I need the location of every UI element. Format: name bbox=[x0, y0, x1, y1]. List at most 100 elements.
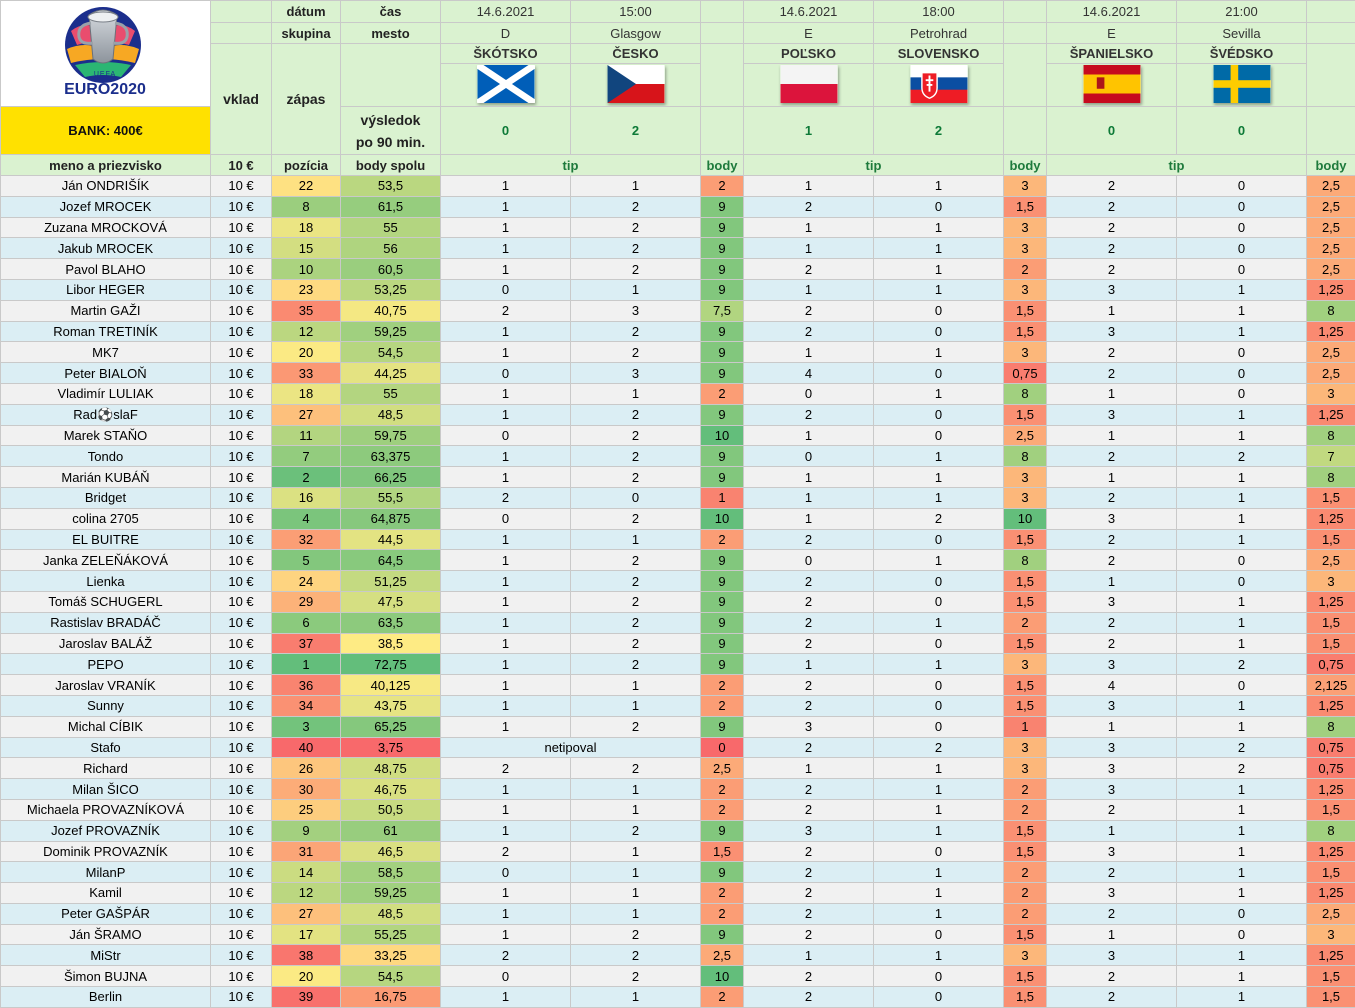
player-position: 1 bbox=[271, 653, 341, 676]
match3-away-tip: 1 bbox=[1176, 840, 1307, 863]
table-row: Michal CÍBIK 10 €3 65,25 1 2 9 3 0 1 1 1 8 bbox=[0, 715, 1355, 738]
match3-points: 1,25 bbox=[1306, 694, 1355, 717]
player-position: 6 bbox=[271, 611, 341, 634]
match1-away-tip: 2 bbox=[570, 424, 701, 447]
match3-away-tip: 0 bbox=[1176, 341, 1307, 364]
match1-points: 2 bbox=[700, 694, 744, 717]
player-name: PEPO bbox=[0, 653, 211, 676]
match2-points: 1,5 bbox=[1003, 840, 1047, 863]
match3-home-flag-cell bbox=[1046, 63, 1177, 107]
match2-home-tip: 0 bbox=[743, 445, 874, 468]
match3-home-tip: 2 bbox=[1046, 611, 1177, 634]
match3-away-tip: 1 bbox=[1176, 882, 1307, 904]
player-total-points: 59,25 bbox=[340, 882, 441, 904]
match1-home-tip: 1 bbox=[440, 382, 571, 405]
match3-away-tip: 1 bbox=[1176, 819, 1307, 842]
match1-home-tip: 1 bbox=[440, 195, 571, 218]
match3-away-tip: 1 bbox=[1176, 986, 1307, 1008]
match2-points: 3 bbox=[1003, 237, 1047, 260]
match3-points: 1,5 bbox=[1306, 798, 1355, 821]
player-stake: 10 € bbox=[210, 403, 272, 426]
player-name: Lienka bbox=[0, 570, 211, 592]
player-total-points: 60,5 bbox=[340, 258, 441, 280]
player-position: 5 bbox=[271, 549, 341, 572]
match1-home-tip: 1 bbox=[440, 902, 571, 925]
match2-away-tip: 0 bbox=[873, 528, 1004, 551]
player-total-points: 55 bbox=[340, 382, 441, 405]
match1-home-tip: 0 bbox=[440, 278, 571, 301]
player-rows: Ján ONDRIŠÍK 10 €22 53,5 1 1 2 1 1 3 2 0 2,5 Jozef M… bbox=[0, 175, 1355, 1008]
match3-home-tip: 3 bbox=[1046, 757, 1177, 780]
match1-points: 9 bbox=[700, 923, 744, 946]
empty-header-cell bbox=[340, 43, 441, 107]
match2-points: 1,5 bbox=[1003, 195, 1047, 218]
match1-away-tip: 2 bbox=[570, 611, 701, 634]
match2-away-tip: 0 bbox=[873, 424, 1004, 447]
player-name: MK7 bbox=[0, 341, 211, 364]
player-total-points: 56 bbox=[340, 237, 441, 260]
match2-home-tip: 2 bbox=[743, 861, 874, 884]
trophy-icon bbox=[65, 7, 141, 83]
player-name: Sunny bbox=[0, 694, 211, 717]
player-position: 20 bbox=[271, 341, 341, 364]
match2-home-tip: 2 bbox=[743, 632, 874, 655]
match1-points: 9 bbox=[700, 216, 744, 239]
match3-points-header: body bbox=[1306, 154, 1355, 176]
player-total-points: 55,25 bbox=[340, 923, 441, 946]
match3-points: 2,5 bbox=[1306, 362, 1355, 384]
match1-away-tip: 2 bbox=[570, 445, 701, 468]
match3-home-tip: 2 bbox=[1046, 195, 1177, 218]
match1-home-tip: 1 bbox=[440, 923, 571, 946]
match2-away-tip: 0 bbox=[873, 195, 1004, 218]
match3-home-tip: 2 bbox=[1046, 362, 1177, 384]
match3-away-team: ŠVÉDSKO bbox=[1176, 43, 1307, 64]
match1-home-tip: 1 bbox=[440, 341, 571, 364]
match2-away-tip: 1 bbox=[873, 549, 1004, 572]
table-row: Zuzana MROCKOVÁ 10 €18 55 1 2 9 1 1 3 2 0 2,5 bbox=[0, 216, 1355, 239]
player-name: Peter GAŠPÁR bbox=[0, 902, 211, 925]
match2-points: 1,5 bbox=[1003, 694, 1047, 717]
player-position: 35 bbox=[271, 299, 341, 322]
table-row: Rastislav BRADÁČ 10 €6 63,5 1 2 9 2 1 2 2 1 1,5 bbox=[0, 611, 1355, 634]
player-total-points: 46,75 bbox=[340, 778, 441, 800]
player-position: 17 bbox=[271, 923, 341, 946]
name-column-header: meno a priezvisko bbox=[0, 154, 211, 176]
match2-points: 2 bbox=[1003, 611, 1047, 634]
player-name: Jakub MROCEK bbox=[0, 237, 211, 260]
match3-home-tip: 2 bbox=[1046, 486, 1177, 509]
match3-home-tip: 2 bbox=[1046, 902, 1177, 925]
match1-away-tip: 2 bbox=[570, 923, 701, 946]
player-name: Jozef PROVAZNÍK bbox=[0, 819, 211, 842]
player-total-points: 53,5 bbox=[340, 175, 441, 197]
match2-home-team: POĽSKO bbox=[743, 43, 874, 64]
player-name: Milan ŠICO bbox=[0, 778, 211, 800]
match2-home-tip: 3 bbox=[743, 715, 874, 738]
match1-home-tip: 1 bbox=[440, 694, 571, 717]
match1-date: 14.6.2021 bbox=[440, 0, 571, 23]
poland-flag-icon bbox=[780, 64, 837, 103]
player-position: 18 bbox=[271, 216, 341, 239]
match1-points: 9 bbox=[700, 611, 744, 634]
match2-away-tip: 0 bbox=[873, 403, 1004, 426]
match1-group: D bbox=[440, 22, 571, 44]
table-row: Peter BIALOŇ 10 €33 44,25 0 3 9 4 0 0,75 2 0 2,5 bbox=[0, 362, 1355, 384]
match1-away-tip: 2 bbox=[570, 549, 701, 572]
player-position: 8 bbox=[271, 195, 341, 218]
player-name: Šimon BUJNA bbox=[0, 965, 211, 988]
table-row: Roman TRETINÍK 10 €12 59,25 1 2 9 2 0 1,5 3 1 1,25 bbox=[0, 320, 1355, 343]
match3-city: Sevilla bbox=[1176, 22, 1307, 44]
match1-points: 10 bbox=[700, 507, 744, 530]
match1-away-tip: 2 bbox=[570, 195, 701, 218]
match3-home-tip: 2 bbox=[1046, 445, 1177, 468]
match2-group: E bbox=[743, 22, 874, 44]
match3-points: 1,25 bbox=[1306, 403, 1355, 426]
player-total-points: 40,125 bbox=[340, 674, 441, 696]
match2-points: 2,5 bbox=[1003, 424, 1047, 447]
match1-points: 9 bbox=[700, 403, 744, 426]
table-row: Libor HEGER 10 €23 53,25 0 1 9 1 1 3 3 1 1,25 bbox=[0, 278, 1355, 301]
player-stake: 10 € bbox=[210, 341, 272, 364]
match2-points: 2 bbox=[1003, 258, 1047, 280]
empty-header-cell bbox=[210, 0, 272, 23]
match3-away-tip: 1 bbox=[1176, 944, 1307, 967]
match3-points: 8 bbox=[1306, 819, 1355, 842]
